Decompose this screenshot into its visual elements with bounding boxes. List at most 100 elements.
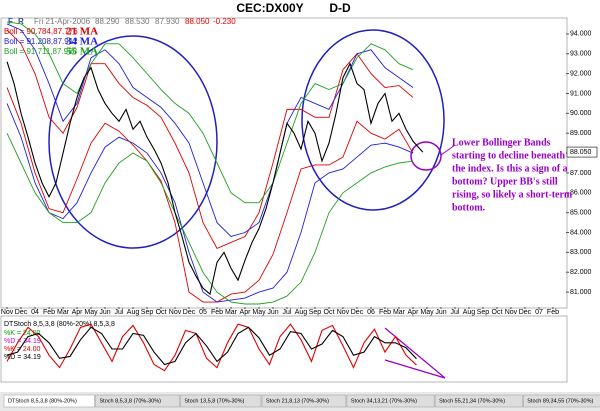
x-tick-label: Sep xyxy=(309,309,322,316)
legend-name: 21 MA xyxy=(66,26,98,38)
x-tick-label: Dec xyxy=(519,309,532,316)
legend-label: Boll = 90.784,87.776 xyxy=(4,27,78,36)
tab-label[interactable]: Stoch 89,34,55 (70%-30%) xyxy=(527,398,593,404)
x-tick-label: Aug xyxy=(463,309,476,316)
stoch-line xyxy=(6,323,417,372)
y-tick-label: 85.000 xyxy=(570,209,592,216)
tab[interactable] xyxy=(95,394,180,408)
x-tick-label: Feb xyxy=(547,309,559,316)
x-tick-label: Apr xyxy=(72,309,84,316)
header-close: 88.050 xyxy=(185,17,210,26)
tab-label[interactable]: DTStoch 8,5,3,8 (80%-20%) xyxy=(8,398,77,404)
band-lower xyxy=(6,133,414,305)
x-tick-label: Nov xyxy=(337,309,350,316)
tab[interactable] xyxy=(523,394,600,408)
x-tick-label: Feb xyxy=(43,309,55,316)
x-tick-label: Jul xyxy=(450,309,459,316)
x-tick-label: May xyxy=(84,309,98,316)
tab[interactable] xyxy=(261,394,347,408)
tab-label[interactable]: Stoch 21,8,13 (70%-30%) xyxy=(266,398,329,404)
x-tick-label: Apr xyxy=(408,309,420,316)
tab[interactable] xyxy=(3,394,95,408)
x-tick-label: 07 xyxy=(535,309,543,316)
toolbar-button[interactable]: R xyxy=(18,17,24,26)
x-tick-label: 05 xyxy=(199,309,207,316)
y-tick-label: 90.000 xyxy=(570,110,592,117)
legend-label: Boll = 91.711,87.968 xyxy=(4,47,78,56)
band-lower xyxy=(6,103,414,303)
y-tick-label: 84.000 xyxy=(570,229,592,236)
x-tick-label: Mar xyxy=(393,309,406,316)
x-tick-label: Jul xyxy=(115,309,124,316)
y-tick-label: 83.000 xyxy=(570,249,592,256)
stoch-legend: %D = 34.19 xyxy=(4,338,41,345)
x-tick-label: Dec xyxy=(15,309,28,316)
x-tick-label: Feb xyxy=(211,309,223,316)
x-tick-label: Dec xyxy=(351,309,364,316)
y-tick-label: 94.000 xyxy=(570,31,592,38)
y-tick-label: 81.000 xyxy=(570,289,592,296)
x-tick-label: Jun xyxy=(435,309,446,316)
stoch-line xyxy=(6,326,417,366)
x-tick-label: Nov xyxy=(169,309,182,316)
tab[interactable] xyxy=(434,394,523,408)
legend-name: 34 MA xyxy=(66,36,98,48)
tab[interactable] xyxy=(346,394,435,408)
annotation-line: starting to decline beneath xyxy=(452,150,565,161)
tab-label[interactable]: Stoch 34,13,21 (70%-30%) xyxy=(351,398,417,404)
annotation-line: Lower Bollinger Bands xyxy=(452,137,551,148)
stoch-legend: %D = 34.19 xyxy=(4,354,41,361)
stoch-legend: %K = 24.00 xyxy=(4,346,40,353)
band-upper xyxy=(6,21,414,204)
x-tick-label: Oct xyxy=(492,309,503,316)
stoch-legend: %K = 24.00 xyxy=(4,330,40,337)
y-tick-label: 92.000 xyxy=(570,70,592,77)
y-tick-label: 82.000 xyxy=(570,269,592,276)
x-tick-label: Nov xyxy=(1,309,14,316)
highlight-ellipse xyxy=(301,29,445,211)
x-tick-label: Nov xyxy=(505,309,518,316)
x-tick-label: Sep xyxy=(477,309,490,316)
band-lower xyxy=(6,87,414,303)
header-low: 87.930 xyxy=(155,17,180,26)
annotation-line: the index. Is this a sign of a xyxy=(452,163,568,174)
x-tick-label: Mar xyxy=(225,309,238,316)
stoch-title: DTStoch 8,5,3,8 (80%-20%) 8,5,3,8 xyxy=(4,321,115,328)
x-tick-label: Oct xyxy=(324,309,335,316)
x-tick-label: Mar xyxy=(57,309,70,316)
tab[interactable] xyxy=(180,394,262,408)
y-tick-label: 93.000 xyxy=(570,51,592,58)
x-tick-label: Sep xyxy=(141,309,154,316)
y-tick-label: 91.000 xyxy=(570,90,592,97)
x-tick-label: Jun xyxy=(99,309,110,316)
x-tick-label: May xyxy=(252,309,266,316)
header-date: Fri 21-Apr-2006 xyxy=(34,17,91,26)
stoch-trend-lines xyxy=(384,327,446,379)
band-upper xyxy=(6,29,414,249)
tab-label[interactable]: Stoch 8,5,3,8 (70%-30%) xyxy=(100,398,162,404)
chart-subtitle: D-D xyxy=(329,1,351,15)
chart-title: CEC:DX00Y xyxy=(236,1,303,15)
x-tick-label: Feb xyxy=(379,309,391,316)
x-tick-label: May xyxy=(420,309,434,316)
x-tick-label: 06 xyxy=(367,309,375,316)
tab-label[interactable]: Stoch 55,21,34 (70%-30%) xyxy=(439,398,505,404)
legend-label: Boll = 91.208,87.912 xyxy=(4,37,78,46)
stoch-frame xyxy=(0,315,568,383)
tab-label[interactable]: Stoch 13,5,8 (70%-30%) xyxy=(184,398,244,404)
annotation-line: bottom? Upper BB's still xyxy=(452,176,558,187)
toolbar-button[interactable]: F xyxy=(8,17,13,26)
price-tag: 88.050 xyxy=(570,149,592,156)
x-tick-label: Aug xyxy=(127,309,140,316)
price-line xyxy=(6,61,424,296)
price-tag-box xyxy=(566,146,598,158)
annotation-arrow xyxy=(440,144,456,156)
x-tick-label: Jun xyxy=(267,309,278,316)
x-tick-label: 04 xyxy=(31,309,39,316)
header-change: -0.230 xyxy=(213,17,236,26)
highlight-ellipse xyxy=(48,35,218,249)
annotation-line: bottom. xyxy=(452,202,486,213)
x-tick-label: Aug xyxy=(295,309,308,316)
